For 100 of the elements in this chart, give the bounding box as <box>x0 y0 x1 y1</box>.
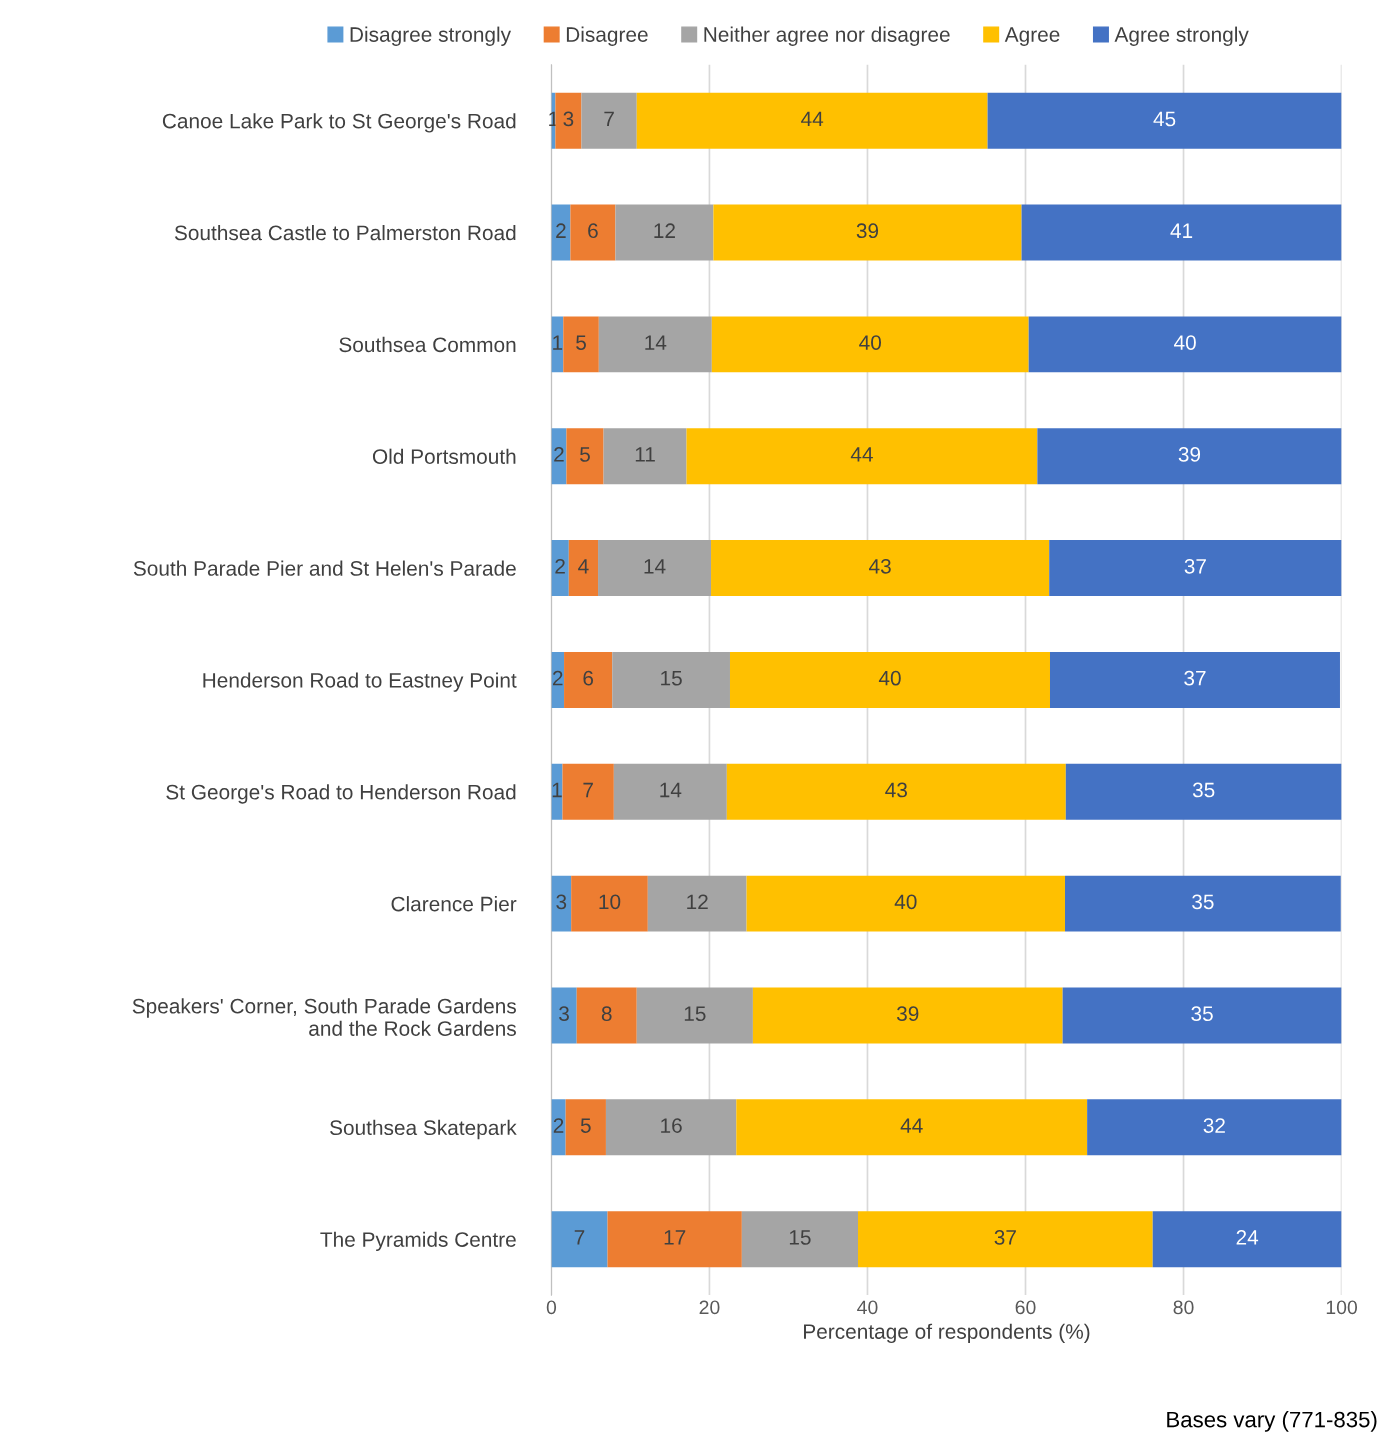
bar <box>686 428 1038 485</box>
data-label: 16 <box>661 1118 682 1133</box>
data-label: 24 <box>1236 1230 1259 1245</box>
bar <box>612 651 730 708</box>
x-tick-label: 80 <box>1173 1300 1194 1315</box>
bar <box>711 540 1050 597</box>
bar <box>1087 1099 1342 1156</box>
data-label: 39 <box>896 1006 919 1022</box>
bar <box>570 204 616 261</box>
data-label: 5 <box>576 335 586 350</box>
bar <box>636 92 988 149</box>
data-label: 15 <box>684 1006 706 1022</box>
data-label: 40 <box>859 335 882 350</box>
bar <box>1028 316 1342 373</box>
data-label: 35 <box>1192 782 1215 798</box>
data-label: 15 <box>661 670 682 686</box>
bar <box>1037 428 1342 485</box>
bar <box>565 1099 606 1156</box>
data-label: 14 <box>660 782 682 798</box>
x-tick-label: 0 <box>546 1300 557 1315</box>
data-label: 1 <box>552 782 562 798</box>
bar <box>857 1211 1153 1268</box>
bar <box>555 92 582 149</box>
bar <box>581 92 637 149</box>
bar <box>562 763 614 820</box>
data-label: 2 <box>555 558 565 574</box>
bar <box>566 428 604 485</box>
x-tick-label: 20 <box>699 1300 720 1315</box>
data-label: 5 <box>580 447 590 462</box>
data-label: 40 <box>1174 335 1196 350</box>
text: Bases vary (771-835) <box>1167 1411 1377 1432</box>
x-tick-label: 40 <box>857 1300 878 1315</box>
data-label: 10 <box>599 894 621 910</box>
bar <box>1152 1211 1342 1268</box>
data-label: 44 <box>850 447 873 462</box>
bar <box>615 204 714 261</box>
data-label: 40 <box>878 670 901 686</box>
data-label: 35 <box>1191 1006 1213 1022</box>
bar <box>605 1099 737 1156</box>
y-tick-label: Canoe Lake Park to St George's Road <box>162 113 516 133</box>
bar <box>987 92 1342 149</box>
x-tick-label: 60 <box>1015 1300 1036 1315</box>
bar <box>551 1211 608 1268</box>
bar <box>551 540 569 597</box>
data-label: 37 <box>1184 670 1206 686</box>
bar <box>563 316 599 373</box>
data-label: 35 <box>1192 894 1214 910</box>
data-label: 3 <box>563 111 574 127</box>
bar <box>564 651 613 708</box>
data-label: 43 <box>885 782 907 798</box>
y-tick-label: South Parade Pier and St Helen's Parade <box>133 560 516 576</box>
y-tick-label: The Pyramids Centre <box>320 1231 516 1252</box>
bar <box>726 763 1066 820</box>
data-label: 32 <box>1203 1118 1225 1133</box>
data-label: 37 <box>994 1230 1016 1245</box>
bar <box>598 540 712 597</box>
data-label: 15 <box>789 1230 811 1245</box>
data-label: 7 <box>604 111 614 127</box>
bar <box>1065 763 1342 820</box>
bar <box>741 1211 858 1268</box>
data-label: 44 <box>900 1118 923 1133</box>
data-label: 39 <box>1178 447 1201 462</box>
y-tick-label: Old Portsmouth <box>372 448 516 464</box>
legend-label: Disagree <box>566 26 648 47</box>
data-label: 4 <box>578 559 589 574</box>
bar <box>746 875 1066 932</box>
bar <box>752 987 1063 1044</box>
bar <box>1049 540 1342 597</box>
bar <box>736 1099 1088 1156</box>
data-label: 3 <box>559 1006 569 1022</box>
data-label: 40 <box>894 894 917 910</box>
data-label: 7 <box>574 1230 585 1245</box>
bar <box>711 316 1029 373</box>
bar <box>598 316 712 373</box>
legend-label: Agree strongly <box>1114 26 1249 47</box>
data-label: 3 <box>556 894 567 910</box>
x-tick-label: 100 <box>1326 1300 1358 1315</box>
y-tick-label: Speakers' Corner, South Parade Gardens and the Rock Gardens <box>132 998 516 1036</box>
y-tick-label: Henderson Road to Eastney Point <box>203 672 517 692</box>
bar <box>603 428 687 485</box>
y-tick-label: Clarence Pier <box>391 896 517 912</box>
bar <box>713 204 1022 261</box>
data-label: 7 <box>583 782 593 798</box>
bar <box>1021 204 1342 261</box>
data-label: 5 <box>580 1118 591 1133</box>
bar <box>1065 875 1341 932</box>
bar <box>1050 651 1340 708</box>
data-label: 6 <box>583 670 594 686</box>
data-label: 44 <box>801 111 824 127</box>
data-label: 12 <box>687 894 708 910</box>
data-label: 14 <box>644 559 666 574</box>
data-label: 45 <box>1153 111 1176 127</box>
bar <box>636 987 753 1044</box>
x-axis-title: Percentage of respondents (%) <box>804 1323 1090 1344</box>
bar <box>551 987 577 1044</box>
data-label: 2 <box>554 447 564 462</box>
data-label: 14 <box>645 335 667 350</box>
data-label: 1 <box>553 335 563 350</box>
data-label: 2 <box>553 670 563 686</box>
data-label: 6 <box>588 223 598 239</box>
